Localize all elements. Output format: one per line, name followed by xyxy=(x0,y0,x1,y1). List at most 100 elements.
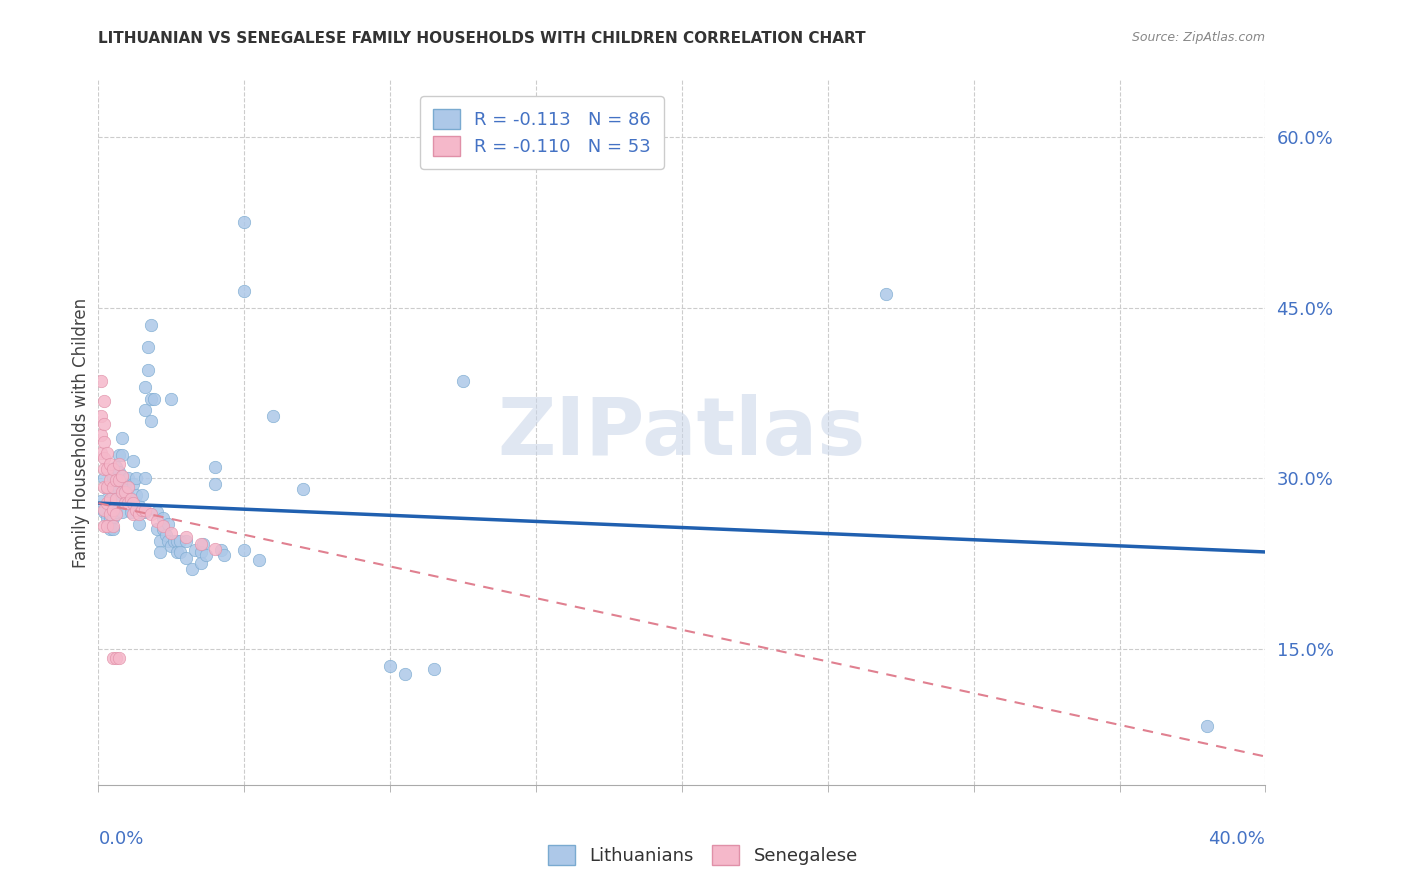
Point xyxy=(136,340,159,354)
Point xyxy=(96,518,118,533)
Point xyxy=(111,476,134,491)
Point xyxy=(114,476,136,491)
Point xyxy=(114,493,136,508)
Point xyxy=(98,458,121,472)
Point xyxy=(139,508,162,522)
Point xyxy=(157,533,180,548)
Point xyxy=(380,658,402,673)
Point xyxy=(166,545,188,559)
Point xyxy=(423,662,446,676)
Point xyxy=(146,514,169,528)
Point xyxy=(193,537,215,551)
Point xyxy=(111,468,134,483)
Point xyxy=(101,503,124,517)
Point xyxy=(122,496,145,510)
Point xyxy=(209,542,232,557)
Text: ZIPatlas: ZIPatlas xyxy=(498,393,866,472)
Point xyxy=(90,375,112,389)
Point xyxy=(136,363,159,377)
Point xyxy=(122,476,145,491)
Point xyxy=(183,542,205,557)
Point xyxy=(134,505,156,519)
Point xyxy=(98,522,121,536)
Point xyxy=(90,428,112,442)
Point xyxy=(174,533,197,548)
Point xyxy=(98,508,121,522)
Point xyxy=(117,496,139,510)
Point xyxy=(96,511,118,525)
Point xyxy=(128,500,150,514)
Point xyxy=(108,458,131,472)
Point xyxy=(190,557,212,571)
Point xyxy=(1195,719,1218,733)
Point xyxy=(451,375,474,389)
Point xyxy=(163,533,186,548)
Point xyxy=(90,409,112,423)
Point xyxy=(157,516,180,531)
Point xyxy=(101,522,124,536)
Point xyxy=(111,431,134,445)
Point xyxy=(128,508,150,522)
Point xyxy=(93,471,115,485)
Point xyxy=(120,505,142,519)
Point xyxy=(90,446,112,460)
Point xyxy=(114,484,136,499)
Point xyxy=(98,493,121,508)
Point xyxy=(122,493,145,508)
Text: 40.0%: 40.0% xyxy=(1209,830,1265,847)
Point xyxy=(117,480,139,494)
Point xyxy=(160,539,183,553)
Point xyxy=(233,284,256,298)
Point xyxy=(134,503,156,517)
Point xyxy=(125,503,148,517)
Point xyxy=(101,650,124,665)
Point xyxy=(204,459,226,474)
Point xyxy=(120,491,142,506)
Point xyxy=(98,511,121,525)
Point xyxy=(262,409,284,423)
Point xyxy=(93,518,115,533)
Point xyxy=(104,491,127,506)
Point xyxy=(108,474,131,488)
Point xyxy=(152,511,174,525)
Point xyxy=(104,476,127,491)
Point xyxy=(233,542,256,557)
Point xyxy=(131,488,153,502)
Point xyxy=(111,448,134,462)
Point xyxy=(146,522,169,536)
Point xyxy=(101,471,124,485)
Legend: Lithuanians, Senegalese: Lithuanians, Senegalese xyxy=(538,836,868,874)
Point xyxy=(108,483,131,497)
Point xyxy=(122,508,145,522)
Y-axis label: Family Households with Children: Family Households with Children xyxy=(72,298,90,567)
Point xyxy=(108,650,131,665)
Point xyxy=(93,503,115,517)
Point xyxy=(108,448,131,462)
Point xyxy=(139,318,162,332)
Point xyxy=(139,392,162,406)
Point xyxy=(291,483,314,497)
Point xyxy=(195,549,218,563)
Point xyxy=(98,474,121,488)
Point xyxy=(190,545,212,559)
Point xyxy=(96,446,118,460)
Point xyxy=(96,480,118,494)
Point xyxy=(190,537,212,551)
Point xyxy=(101,488,124,502)
Point xyxy=(174,550,197,565)
Point xyxy=(111,505,134,519)
Point xyxy=(90,493,112,508)
Point xyxy=(233,215,256,229)
Point xyxy=(98,491,121,506)
Point xyxy=(104,493,127,508)
Point xyxy=(212,549,235,563)
Point xyxy=(101,511,124,525)
Point xyxy=(104,474,127,488)
Point xyxy=(149,533,172,548)
Point xyxy=(104,505,127,519)
Point xyxy=(139,414,162,428)
Point xyxy=(149,545,172,559)
Point xyxy=(125,471,148,485)
Point xyxy=(134,471,156,485)
Point xyxy=(93,505,115,519)
